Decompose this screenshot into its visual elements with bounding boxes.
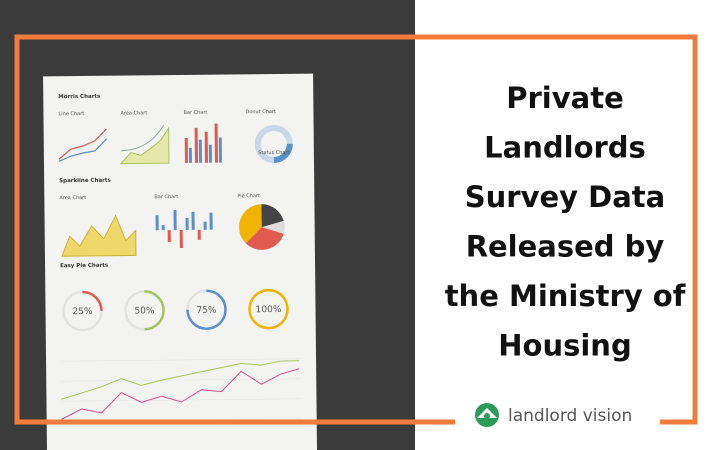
section-title: Morris Charts xyxy=(58,94,101,100)
chart-label: Area Chart xyxy=(120,110,147,116)
chart-label: Pie Chart xyxy=(237,193,260,199)
sparkline-bars xyxy=(155,210,213,249)
area-chart xyxy=(119,126,170,165)
paper: Morris Charts Sparkline Charts Easy Pie Ch… xyxy=(43,73,318,450)
headline-line: Private xyxy=(506,81,624,115)
pie-slice xyxy=(261,204,284,228)
chart-label: Donut Chart xyxy=(245,109,276,115)
pie-slice xyxy=(245,227,284,250)
donut-chart xyxy=(254,125,293,164)
pie-label: 25% xyxy=(72,307,93,317)
area-line xyxy=(120,124,165,152)
chart-label: Bar Chart xyxy=(154,194,178,200)
section-title: Sparkline Charts xyxy=(59,178,111,185)
pie-slice xyxy=(239,204,262,244)
bar-chart xyxy=(184,123,218,163)
donut-label: Status Chart xyxy=(258,150,289,156)
headline-line: Survey Data xyxy=(465,180,665,214)
sparkline-area xyxy=(61,214,137,257)
chart-label: Bar Chart xyxy=(183,110,207,116)
pie-arc xyxy=(124,290,165,331)
chart-label: Area Chart xyxy=(59,195,86,201)
paper-content: Morris Charts Sparkline Charts Easy Pie Ch… xyxy=(58,94,302,422)
pie-arc xyxy=(62,290,103,332)
line-chart xyxy=(58,128,108,160)
chart-label: Line Chart xyxy=(58,111,84,117)
headline-line: Landlords xyxy=(484,131,646,165)
bar-chart xyxy=(188,137,222,163)
line-series xyxy=(61,368,300,420)
text-panel xyxy=(415,0,720,450)
orange-frame xyxy=(14,34,698,425)
brand-name: landlord vision xyxy=(508,406,632,426)
pie-label: 75% xyxy=(196,306,217,316)
headline-line: Housing xyxy=(498,329,631,363)
headline-line: Released by xyxy=(466,230,665,264)
line-chart xyxy=(58,138,108,162)
pie-label: 100% xyxy=(256,305,282,315)
pie-arc xyxy=(186,289,227,330)
headline-line: the Ministry of xyxy=(445,279,686,313)
pie-label: 50% xyxy=(134,306,155,316)
pie-arc xyxy=(248,288,289,330)
logo-icon xyxy=(475,403,499,427)
line-series xyxy=(61,360,300,400)
section-title: Easy Pie Charts xyxy=(60,263,109,270)
